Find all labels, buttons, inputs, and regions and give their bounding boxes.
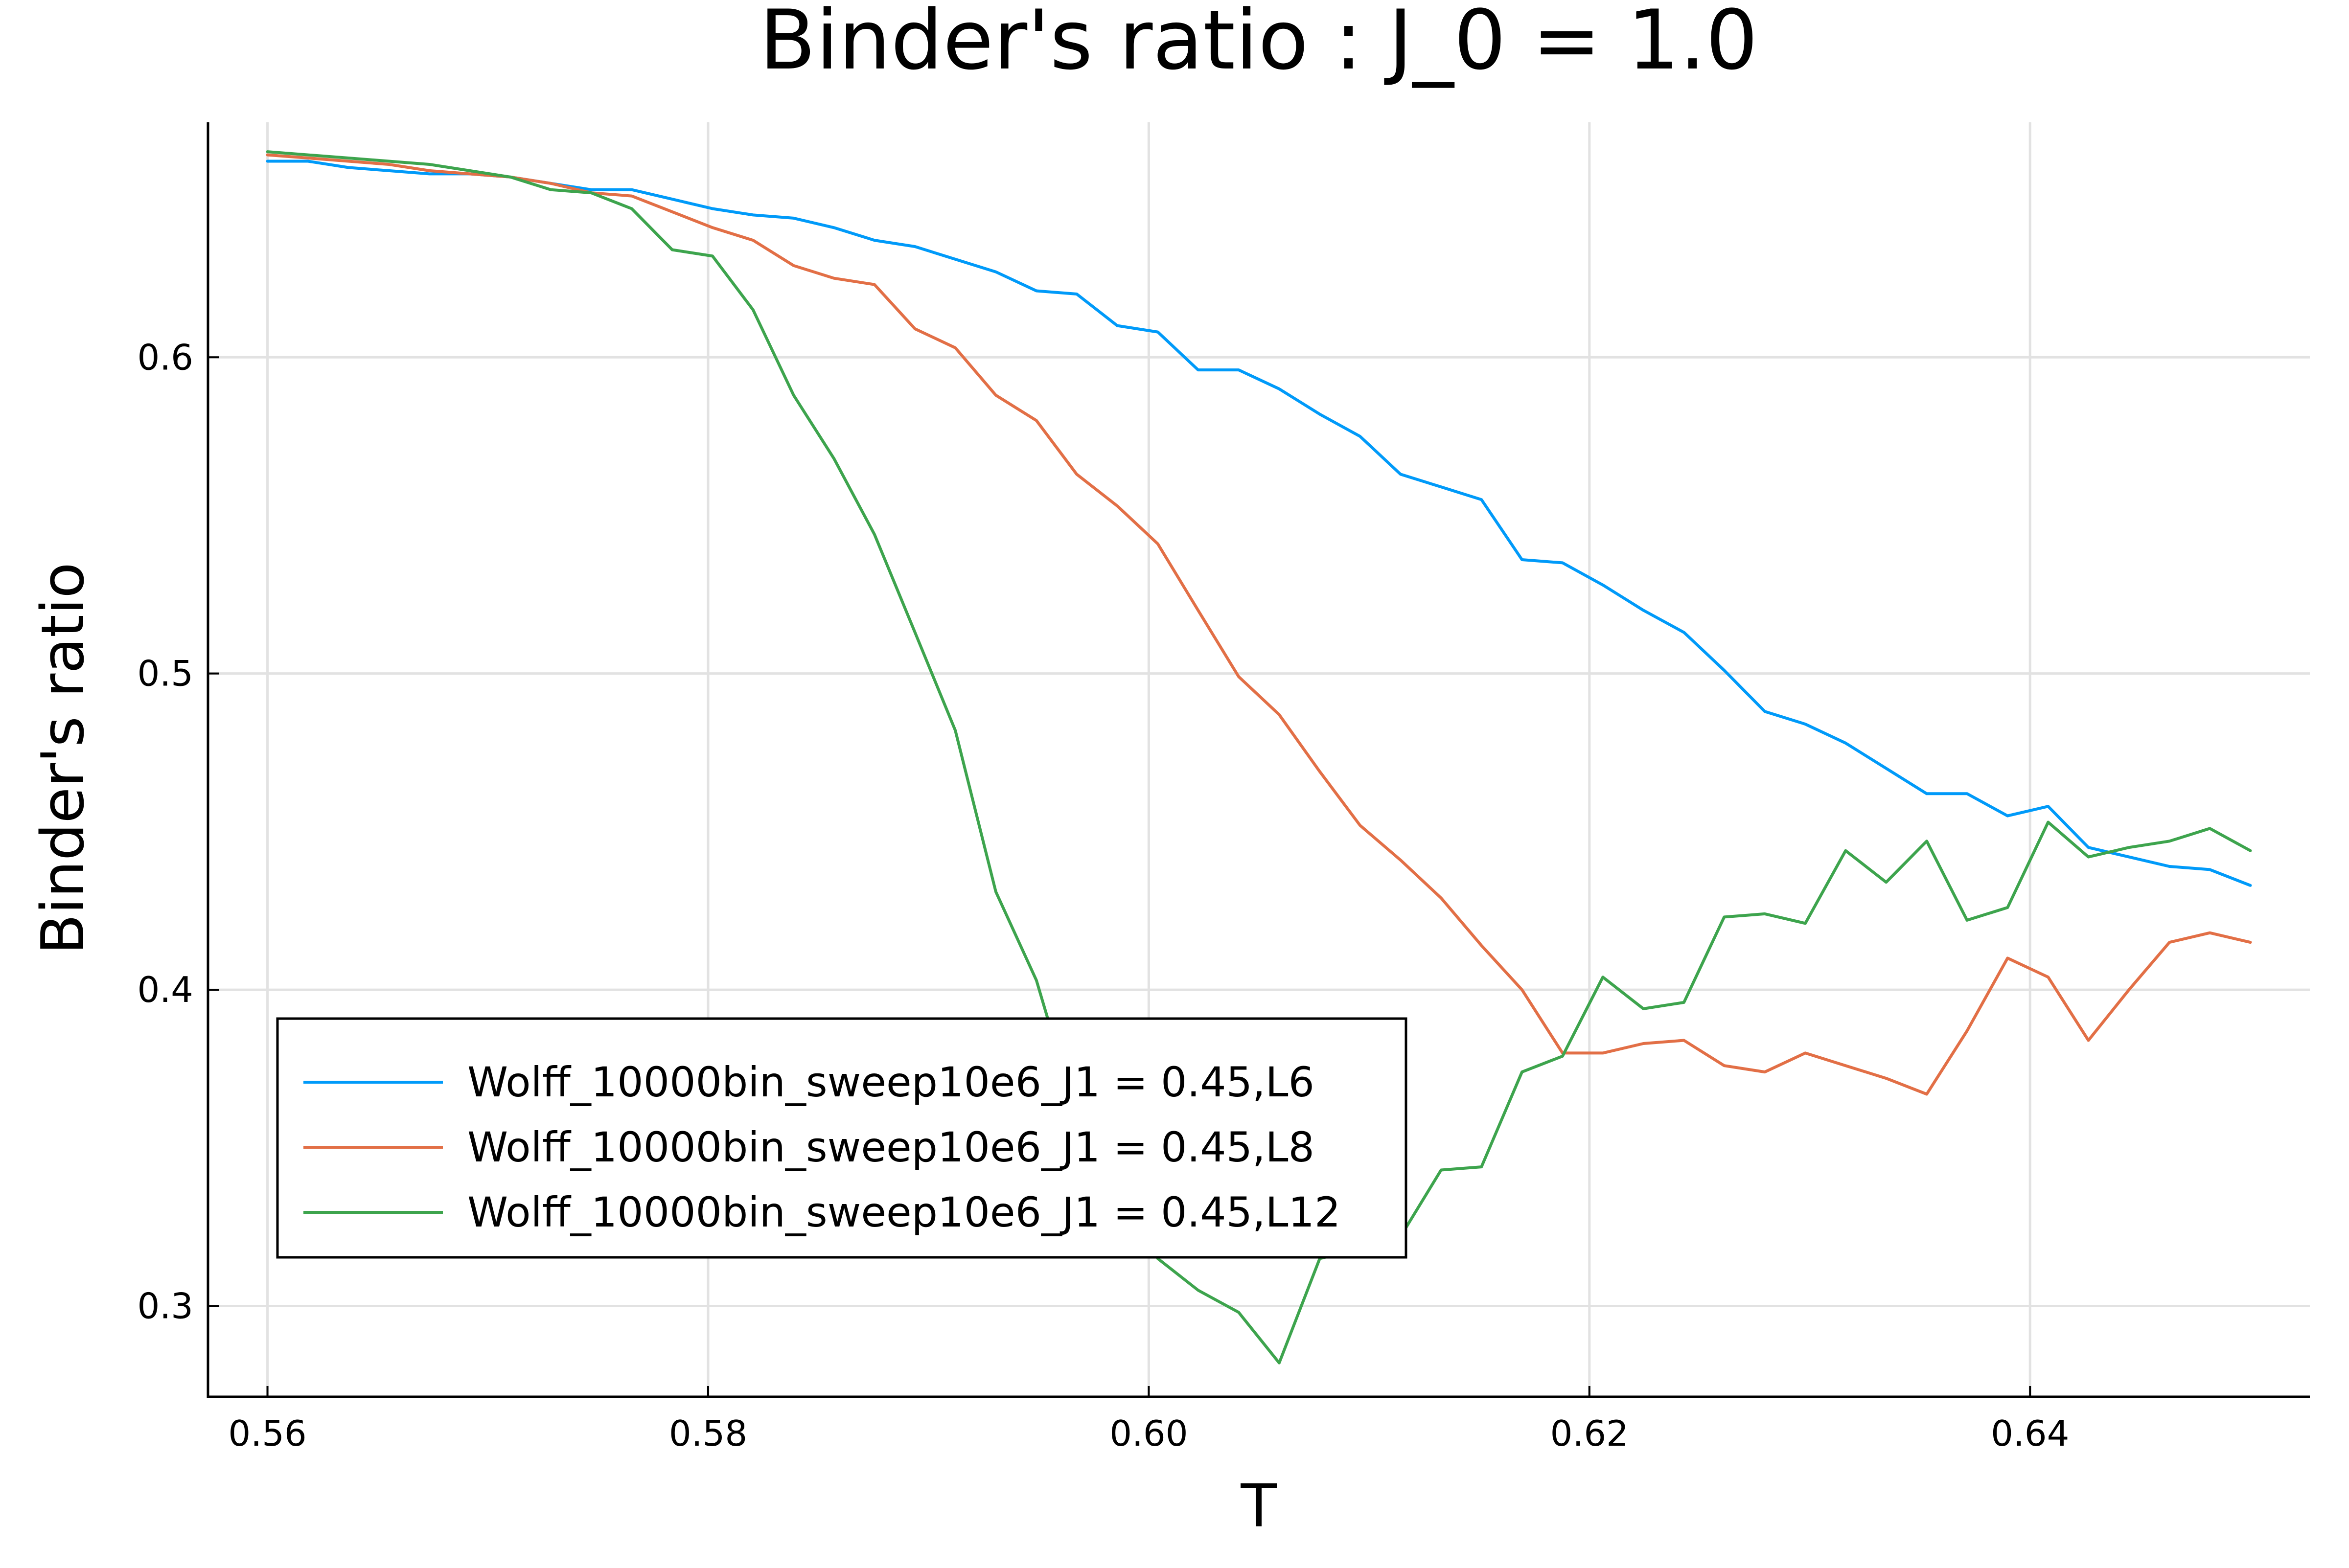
y-ticks: 0.3 0.4 0.5 0.6 [137, 337, 219, 1326]
legend-label-2: Wolff_10000bin_sweep10e6_J1 = 0.45,L8 [467, 1123, 1314, 1171]
grid [208, 122, 2310, 1397]
series-line-3 [266, 150, 2252, 1364]
legend-label-1: Wolff_10000bin_sweep10e6_J1 = 0.45,L6 [467, 1058, 1314, 1106]
series-lines [266, 150, 2252, 1364]
x-tick-label: 0.58 [669, 1413, 747, 1454]
x-axis-title: T [1240, 1473, 1277, 1541]
chart-title: Binder's ratio : J_0 = 1.0 [760, 0, 1758, 88]
series-line-2 [266, 153, 2252, 1096]
legend-box [276, 1017, 1407, 1259]
y-axis-title: Binder's ratio [29, 562, 97, 954]
axis-frame [207, 122, 2310, 1398]
legend-label-3: Wolff_10000bin_sweep10e6_J1 = 0.45,L12 [467, 1188, 1340, 1236]
x-ticks: 0.56 0.58 0.60 0.62 0.64 [228, 1386, 2069, 1454]
y-tick-label: 0.5 [137, 653, 193, 694]
x-tick-label: 0.64 [1991, 1413, 2069, 1454]
y-tick-label: 0.3 [137, 1285, 193, 1326]
x-tick-label: 0.62 [1550, 1413, 1629, 1454]
legend: Wolff_10000bin_sweep10e6_J1 = 0.45,L6 Wol… [276, 1017, 1407, 1259]
x-tick-label: 0.60 [1109, 1413, 1188, 1454]
y-tick-label: 0.6 [137, 337, 193, 378]
axes [207, 122, 2310, 1398]
y-tick-label: 0.4 [137, 969, 193, 1010]
series-line-1 [266, 159, 2252, 887]
x-tick-label: 0.56 [228, 1413, 306, 1454]
